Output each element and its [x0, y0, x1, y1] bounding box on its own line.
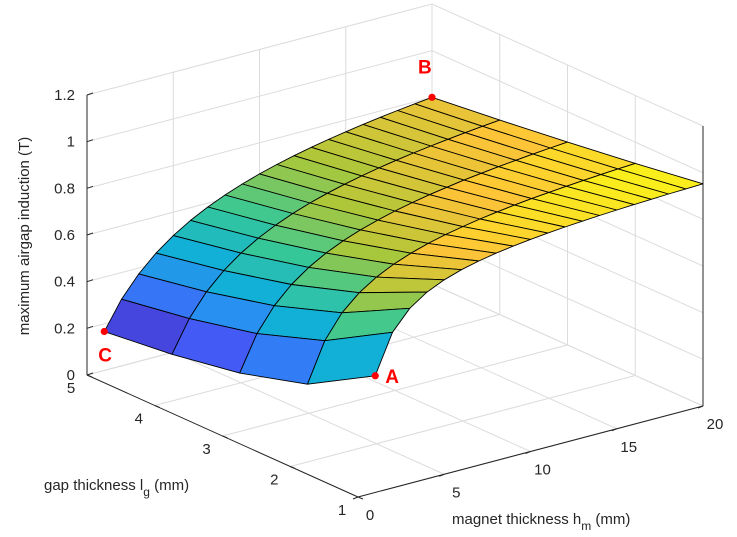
z-tick [86, 185, 94, 189]
z-tick-label: 1.2 [54, 87, 75, 104]
z-tick [86, 232, 94, 236]
grid-line [86, 3, 704, 127]
point-label-b: B [418, 57, 432, 78]
surface-patch [307, 331, 393, 385]
z-tick [86, 279, 94, 283]
grid-line [290, 375, 636, 467]
x-tick-label: 20 [707, 416, 724, 433]
y-axis-label: gap thickness lg (mm) [44, 477, 189, 499]
point-marker-b [428, 93, 436, 101]
z-axis-label: maximum airgap induction (T) [16, 137, 33, 335]
grid-line [86, 50, 704, 174]
x-axis-label-text: magnet thickness h [452, 511, 581, 528]
z-tick-label: 0.2 [54, 320, 75, 337]
x-tick [697, 405, 704, 409]
y-tick [86, 374, 93, 378]
z-tick-label: 0.6 [54, 227, 75, 244]
x-tick [525, 451, 531, 454]
x-tick-label: 5 [452, 484, 460, 501]
y-tick-label: 5 [67, 380, 75, 397]
x-axis-label-subscript: m [581, 519, 591, 533]
x-tick [611, 428, 617, 432]
x-axis-label-unit: (mm) [591, 511, 630, 528]
y-tick [222, 435, 228, 439]
y-tick [357, 496, 364, 500]
point-label-c: C [98, 345, 112, 366]
x-tick-label: 0 [366, 507, 374, 524]
y-tick-label: 1 [338, 502, 346, 519]
point-marker-c [100, 327, 108, 336]
y-axis-label-text: gap thickness l [44, 477, 143, 494]
surface-mesh [103, 96, 704, 385]
y-axis-label-unit: (mm) [150, 477, 189, 494]
z-tick-label: 0.8 [54, 180, 75, 197]
x-tick-label: 15 [620, 439, 637, 456]
point-marker-a [371, 372, 379, 380]
y-tick-label: 4 [135, 411, 143, 428]
z-tick-label: 1 [67, 134, 75, 151]
z-tick [86, 139, 94, 143]
grid-line [222, 344, 568, 437]
z-tick-label: 0 [67, 367, 75, 384]
y-tick [154, 405, 160, 408]
x-tick [439, 473, 445, 477]
marked-points: A B C [98, 57, 436, 388]
x-tick-label: 10 [534, 462, 551, 479]
point-label-a: A [385, 367, 399, 388]
z-tick [86, 92, 94, 96]
z-tick [86, 325, 94, 329]
x-tick [352, 496, 359, 500]
y-tick-label: 2 [270, 472, 278, 489]
y-tick-label: 3 [202, 441, 210, 458]
z-tick-label: 0.4 [54, 274, 75, 291]
y-axis-label-subscript: g [143, 485, 150, 499]
x-axis-label: magnet thickness hm (mm) [452, 511, 630, 533]
y-tick [290, 466, 296, 469]
z-tick [86, 372, 94, 376]
